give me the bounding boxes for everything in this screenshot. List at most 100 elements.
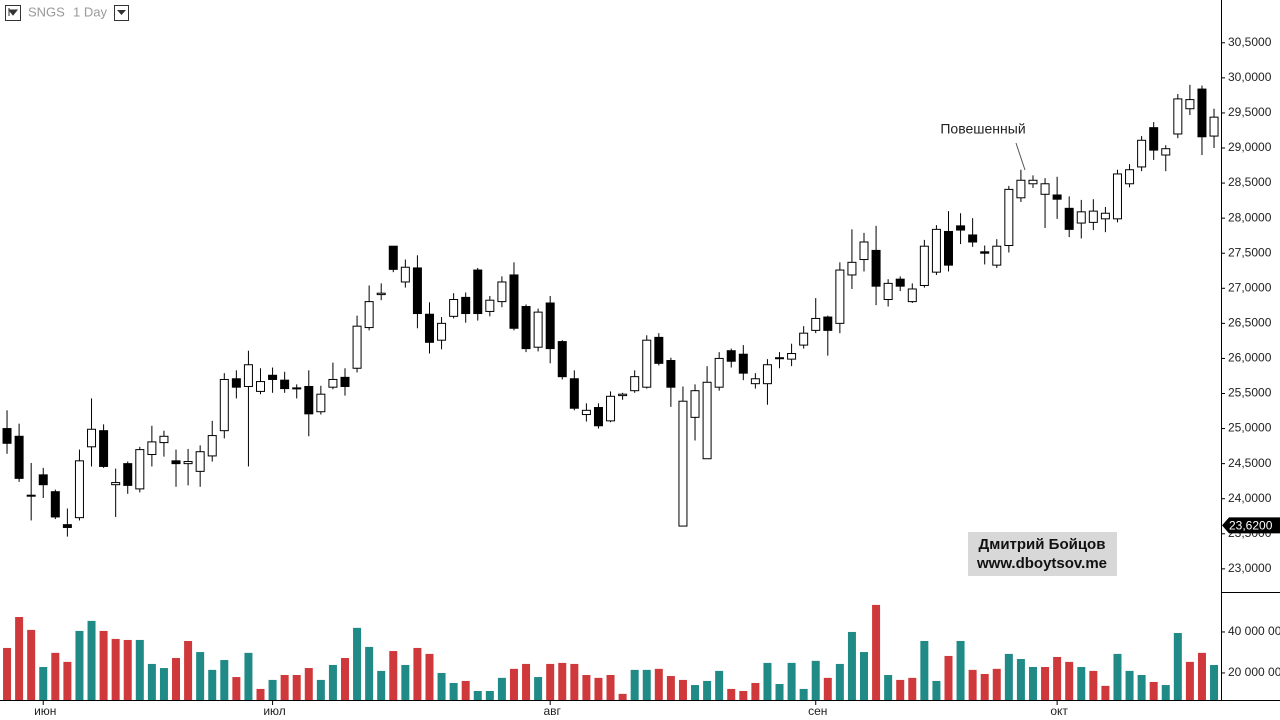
- candle-body: [545, 302, 555, 350]
- watermark-box: [968, 532, 1117, 576]
- y-tick-label: 40 000 000: [1228, 624, 1280, 638]
- volume-bar: [703, 680, 712, 700]
- volume-bar: [256, 688, 265, 700]
- candle-body: [593, 407, 603, 427]
- volume-bar: [1185, 661, 1194, 700]
- volume-bar: [691, 685, 700, 700]
- candle-body: [364, 301, 374, 329]
- volume-bar: [292, 674, 301, 700]
- candle-body: [340, 376, 350, 387]
- volume-bar: [123, 639, 132, 700]
- candle-body: [231, 378, 241, 388]
- candle-body: [521, 306, 531, 350]
- y-tick-label: 25,5000: [1228, 386, 1272, 400]
- candle-body: [569, 378, 579, 409]
- volume-bar: [87, 620, 96, 700]
- volume-bar: [860, 652, 869, 700]
- candle-body: [919, 245, 929, 286]
- volume-bar: [811, 660, 820, 700]
- volume-bar: [1149, 681, 1158, 700]
- volume-bar: [473, 690, 482, 700]
- volume-bar: [1028, 667, 1037, 700]
- candle-body: [750, 378, 760, 385]
- volume-bar: [666, 676, 675, 700]
- candle-body: [400, 266, 410, 283]
- last-price-label: 23,6200: [1229, 519, 1273, 533]
- volume-bar: [449, 682, 458, 700]
- y-tick-label: 26,5000: [1228, 316, 1272, 330]
- candle-body: [702, 381, 712, 460]
- volume-bar: [558, 662, 567, 700]
- candle-body: [835, 269, 845, 324]
- candle-body: [461, 296, 471, 315]
- y-tick-label: 28,0000: [1228, 210, 1272, 224]
- volume-bar: [1041, 667, 1050, 700]
- candle-body: [956, 225, 966, 231]
- volume-bar: [244, 652, 253, 700]
- candle-body: [738, 353, 748, 374]
- volume-bar: [787, 662, 796, 700]
- candle-body: [980, 251, 990, 254]
- volume-bar: [630, 669, 639, 700]
- candle-body: [1137, 139, 1147, 168]
- candle-body: [87, 428, 97, 448]
- volume-bar: [437, 672, 446, 700]
- volume-bar: [159, 668, 168, 700]
- candle-body: [871, 249, 881, 287]
- volume-bar: [546, 663, 555, 700]
- y-tick-label: 25,0000: [1228, 421, 1272, 435]
- candle-body: [62, 524, 72, 528]
- candle-body: [895, 278, 905, 287]
- candle-body: [316, 393, 326, 413]
- candle-body: [1185, 99, 1195, 110]
- candle-body: [412, 267, 422, 315]
- volume-bar: [99, 630, 108, 700]
- volume-bar: [232, 677, 241, 700]
- volume-bar: [606, 674, 615, 700]
- candle-body: [376, 292, 386, 296]
- candle-body: [424, 313, 434, 343]
- y-tick-label: 26,0000: [1228, 351, 1272, 365]
- candle-body: [642, 339, 652, 388]
- candle-body: [1125, 169, 1135, 185]
- volume-bar: [872, 604, 881, 700]
- candle-body: [931, 228, 941, 273]
- annotation-pointer: [1015, 142, 1026, 171]
- volume-bar: [618, 693, 627, 700]
- dropdown-icon: [117, 10, 126, 15]
- x-tick-label: авг: [543, 704, 561, 718]
- volume-bar: [365, 646, 374, 700]
- candle-body: [1016, 179, 1026, 199]
- volume-bar: [992, 668, 1001, 700]
- volume-bar: [208, 669, 217, 700]
- candle-body: [787, 353, 797, 360]
- volume-bar: [594, 677, 603, 700]
- volume-bar: [1004, 653, 1013, 700]
- volume-bar: [920, 640, 929, 700]
- candle-body: [195, 451, 205, 472]
- menu-icon: [7, 8, 19, 16]
- annotation: Повешенный: [940, 121, 1025, 137]
- candle-body: [74, 460, 84, 519]
- candle-body: [14, 435, 24, 479]
- candle-body: [775, 357, 785, 360]
- y-tick-label: 20 000 000: [1228, 665, 1280, 679]
- candle-body: [690, 390, 700, 418]
- candle-body: [171, 460, 181, 465]
- volume-bar: [654, 668, 663, 700]
- volume-bar: [75, 630, 84, 700]
- candle-body: [606, 395, 616, 422]
- volume-bar: [377, 670, 386, 700]
- candle-body: [811, 317, 821, 331]
- volume-bar: [956, 640, 965, 700]
- y-tick-label: 23,0000: [1228, 561, 1272, 575]
- candle-body: [1161, 148, 1171, 156]
- y-tick-label: 30,0000: [1228, 70, 1272, 84]
- volume-bar: [534, 677, 543, 700]
- volume-bar: [799, 688, 808, 700]
- volume-bar: [3, 647, 12, 700]
- candle-body: [762, 364, 772, 385]
- candle-body: [714, 357, 724, 388]
- candle-body: [1040, 183, 1050, 195]
